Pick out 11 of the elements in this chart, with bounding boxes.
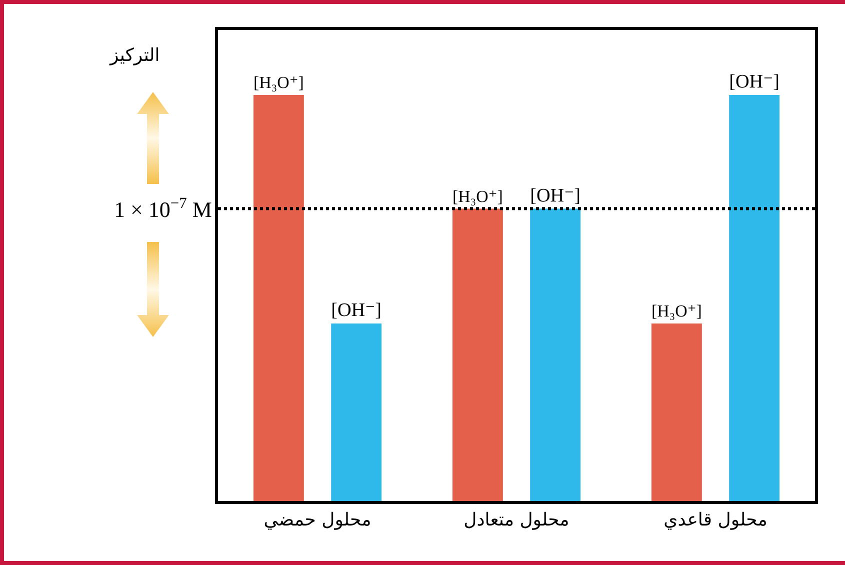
text: [OH⁻] [331, 300, 382, 322]
text: [H₃O⁺] [452, 186, 503, 206]
x-tick-label: محلول قاعدي [664, 510, 768, 531]
text: [H₃O⁺] [253, 73, 304, 92]
x-tick-label: محلول متعادل [464, 510, 570, 531]
y-axis-title: التركيز [109, 45, 160, 66]
x-tick-label: محلول حمضي [264, 510, 372, 531]
text: [OH⁻] [729, 72, 780, 93]
ref-line-label: 1 × 10$^{−7}$ M [114, 195, 212, 222]
series-label: [H₃O⁺] [651, 302, 702, 321]
series-label: [OH⁻] [530, 185, 581, 206]
